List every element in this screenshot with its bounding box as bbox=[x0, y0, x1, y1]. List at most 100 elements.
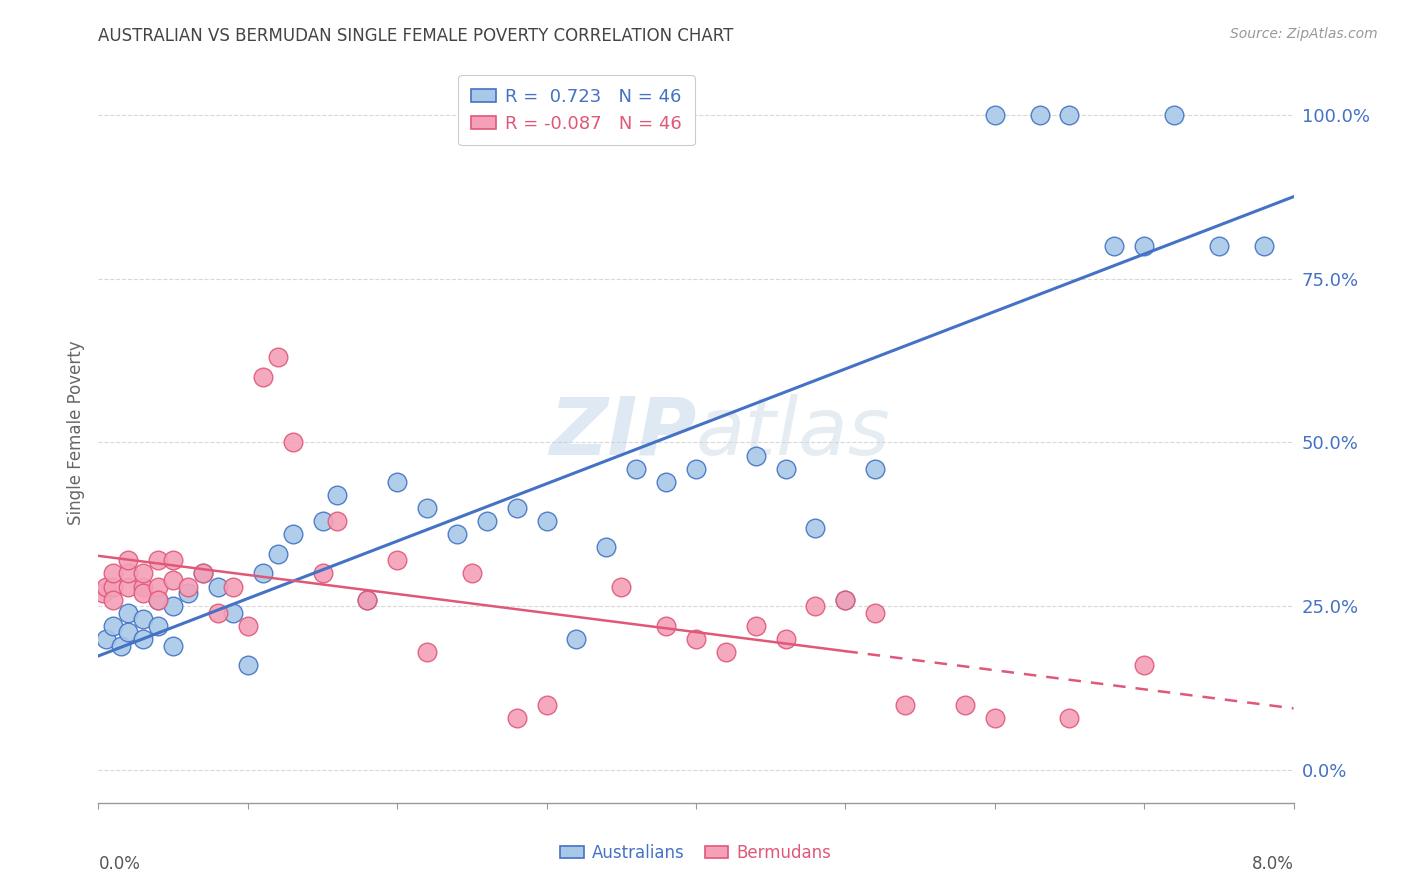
Text: 8.0%: 8.0% bbox=[1251, 855, 1294, 872]
Point bbox=[326, 514, 349, 528]
Point bbox=[804, 599, 827, 614]
Text: ZIP: ZIP bbox=[548, 393, 696, 472]
Point bbox=[117, 553, 139, 567]
Point bbox=[252, 566, 274, 581]
Point bbox=[626, 461, 648, 475]
Point bbox=[117, 566, 139, 581]
Point bbox=[222, 606, 245, 620]
Point bbox=[177, 586, 200, 600]
Point bbox=[565, 632, 588, 646]
Point bbox=[267, 351, 290, 365]
Point bbox=[117, 580, 139, 594]
Text: Source: ZipAtlas.com: Source: ZipAtlas.com bbox=[1230, 27, 1378, 41]
Point bbox=[1059, 711, 1081, 725]
Point bbox=[356, 592, 378, 607]
Point bbox=[655, 475, 678, 489]
Point bbox=[148, 592, 170, 607]
Point bbox=[1028, 108, 1050, 122]
Point bbox=[91, 586, 114, 600]
Point bbox=[685, 632, 707, 646]
Point bbox=[416, 500, 439, 515]
Point bbox=[610, 580, 633, 594]
Point bbox=[385, 475, 409, 489]
Point bbox=[132, 612, 155, 626]
Point bbox=[267, 547, 290, 561]
Point bbox=[506, 500, 529, 515]
Point bbox=[148, 553, 170, 567]
Point bbox=[865, 606, 887, 620]
Point bbox=[162, 639, 184, 653]
Point bbox=[894, 698, 917, 712]
Point bbox=[281, 527, 304, 541]
Point bbox=[1208, 239, 1230, 253]
Point bbox=[191, 566, 214, 581]
Point bbox=[326, 488, 349, 502]
Point bbox=[1253, 239, 1275, 253]
Point bbox=[984, 711, 1007, 725]
Point bbox=[356, 592, 378, 607]
Legend: Australians, Bermudans: Australians, Bermudans bbox=[554, 838, 838, 869]
Point bbox=[475, 514, 498, 528]
Point bbox=[103, 580, 125, 594]
Point bbox=[745, 619, 768, 633]
Point bbox=[506, 711, 529, 725]
Text: atlas: atlas bbox=[696, 393, 891, 472]
Point bbox=[536, 514, 558, 528]
Point bbox=[834, 592, 856, 607]
Point bbox=[595, 541, 617, 555]
Point bbox=[117, 625, 139, 640]
Point bbox=[281, 435, 304, 450]
Point bbox=[117, 606, 139, 620]
Point bbox=[385, 553, 409, 567]
Point bbox=[311, 566, 333, 581]
Point bbox=[984, 108, 1007, 122]
Point bbox=[207, 580, 229, 594]
Point bbox=[655, 619, 678, 633]
Point bbox=[132, 566, 155, 581]
Point bbox=[685, 461, 707, 475]
Point bbox=[148, 592, 170, 607]
Point bbox=[162, 599, 184, 614]
Point bbox=[714, 645, 737, 659]
Point bbox=[536, 698, 558, 712]
Text: 0.0%: 0.0% bbox=[98, 855, 141, 872]
Point bbox=[804, 521, 827, 535]
Point bbox=[103, 619, 125, 633]
Y-axis label: Single Female Poverty: Single Female Poverty bbox=[67, 341, 86, 524]
Point bbox=[94, 580, 117, 594]
Point bbox=[1059, 108, 1081, 122]
Point bbox=[148, 619, 170, 633]
Point bbox=[236, 619, 259, 633]
Point bbox=[222, 580, 245, 594]
Point bbox=[1133, 658, 1156, 673]
Point bbox=[1133, 239, 1156, 253]
Point bbox=[252, 370, 274, 384]
Point bbox=[775, 632, 797, 646]
Point bbox=[207, 606, 229, 620]
Point bbox=[162, 553, 184, 567]
Point bbox=[1163, 108, 1185, 122]
Point bbox=[103, 566, 125, 581]
Point bbox=[110, 639, 132, 653]
Point bbox=[148, 580, 170, 594]
Point bbox=[461, 566, 484, 581]
Point bbox=[745, 449, 768, 463]
Point bbox=[311, 514, 333, 528]
Point bbox=[103, 592, 125, 607]
Point bbox=[236, 658, 259, 673]
Point bbox=[162, 573, 184, 587]
Point bbox=[834, 592, 856, 607]
Point bbox=[132, 632, 155, 646]
Text: AUSTRALIAN VS BERMUDAN SINGLE FEMALE POVERTY CORRELATION CHART: AUSTRALIAN VS BERMUDAN SINGLE FEMALE POV… bbox=[98, 27, 734, 45]
Point bbox=[416, 645, 439, 659]
Point bbox=[865, 461, 887, 475]
Point bbox=[94, 632, 117, 646]
Point bbox=[132, 586, 155, 600]
Point bbox=[191, 566, 214, 581]
Point bbox=[775, 461, 797, 475]
Point bbox=[1104, 239, 1126, 253]
Point bbox=[953, 698, 976, 712]
Point bbox=[446, 527, 468, 541]
Point bbox=[177, 580, 200, 594]
Point bbox=[132, 580, 155, 594]
